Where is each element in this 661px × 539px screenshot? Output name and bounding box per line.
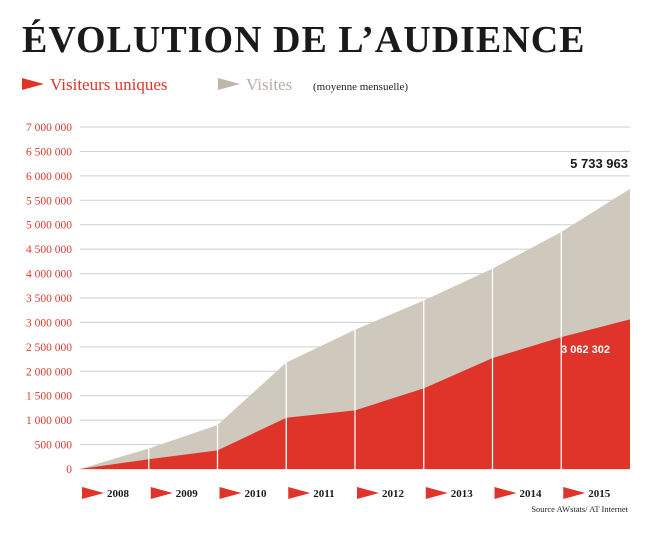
y-tick-label: 5 000 000: [26, 220, 72, 232]
uniques-2015-annotation: 3 062 302: [561, 344, 610, 356]
y-tick-label: 7 000 000: [26, 122, 72, 134]
x-tick-arrow-icon: [357, 487, 379, 499]
source-note: Source AWstats/ AT Internet: [531, 504, 628, 514]
y-tick-label: 2 500 000: [26, 342, 72, 354]
y-tick-label: 0: [66, 464, 72, 476]
y-tick-label: 6 500 000: [26, 146, 72, 158]
x-tick-arrow-icon: [494, 487, 517, 499]
x-axis: 2008 2009 2010 2011 2012 2013 2014 2015: [82, 487, 611, 500]
year-dividers: [148, 232, 562, 469]
legend-visits-note: (moyenne mensuelle): [313, 81, 408, 93]
x-tick-label: 2014: [520, 488, 543, 500]
legend-visits-label: Visites: [246, 75, 292, 94]
y-tick-label: 6 000 000: [26, 171, 72, 183]
y-tick-label: 4 500 000: [26, 244, 72, 256]
y-tick-label: 2 000 000: [26, 366, 72, 378]
x-tick-arrow-icon: [82, 487, 104, 499]
y-tick-label: 4 000 000: [26, 269, 72, 281]
legend-uniques-label: Visiteurs uniques: [50, 75, 168, 94]
x-tick-label: 2013: [451, 488, 474, 500]
y-tick-label: 1 500 000: [26, 391, 72, 403]
legend-uniques-marker-icon: [22, 78, 44, 90]
visits-2015-annotation: 5 733 963: [570, 156, 628, 171]
x-tick-label: 2009: [176, 488, 199, 500]
y-tick-label: 1 000 000: [26, 415, 72, 427]
x-tick-arrow-icon: [563, 487, 586, 499]
x-tick-arrow-icon: [288, 487, 311, 499]
chart-title: ÉVOLUTION DE L’AUDIENCE: [22, 19, 586, 61]
x-tick-label: 2015: [588, 488, 611, 500]
y-axis: 0 500 000 1 000 000 1 500 000 2 000 000 2 500…: [26, 122, 72, 476]
y-tick-label: 5 500 000: [26, 195, 72, 207]
y-tick-label: 3 500 000: [26, 293, 72, 305]
y-tick-label: 3 000 000: [26, 317, 72, 329]
x-tick-arrow-icon: [219, 487, 242, 499]
legend: Visiteurs uniques Visites (moyenne mensu…: [22, 75, 408, 94]
x-tick-label: 2012: [382, 488, 405, 500]
x-tick-label: 2010: [245, 488, 268, 500]
legend-visits-marker-icon: [218, 78, 240, 90]
x-tick-label: 2011: [313, 488, 334, 500]
x-tick-arrow-icon: [150, 487, 173, 499]
x-tick-label: 2008: [107, 488, 130, 500]
y-tick-label: 500 000: [35, 440, 73, 452]
x-tick-arrow-icon: [425, 487, 448, 499]
